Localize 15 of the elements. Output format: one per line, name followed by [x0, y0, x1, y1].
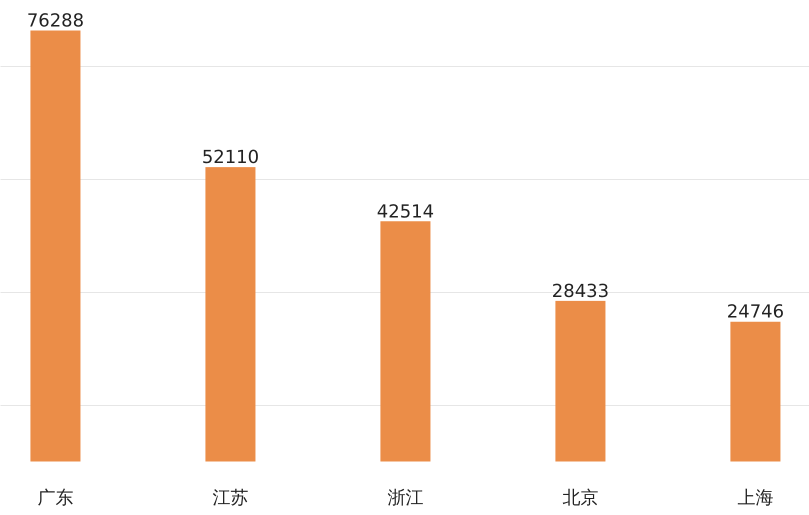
x-tick-label: 北京 — [562, 488, 598, 508]
data-label: 28433 — [552, 280, 610, 302]
bar — [30, 30, 80, 462]
data-label: 42514 — [376, 201, 434, 222]
bar — [730, 322, 780, 462]
data-label: 52110 — [202, 147, 260, 168]
data-label: 76288 — [26, 10, 84, 32]
x-tick-label: 上海 — [737, 488, 774, 508]
bar — [380, 221, 430, 462]
data-label: 24746 — [726, 302, 784, 323]
x-tick-label: 江苏 — [212, 488, 248, 508]
x-tick-label: 广东 — [37, 488, 74, 508]
bar — [555, 300, 606, 462]
bar — [205, 167, 256, 462]
x-tick-label: 浙江 — [387, 488, 424, 508]
